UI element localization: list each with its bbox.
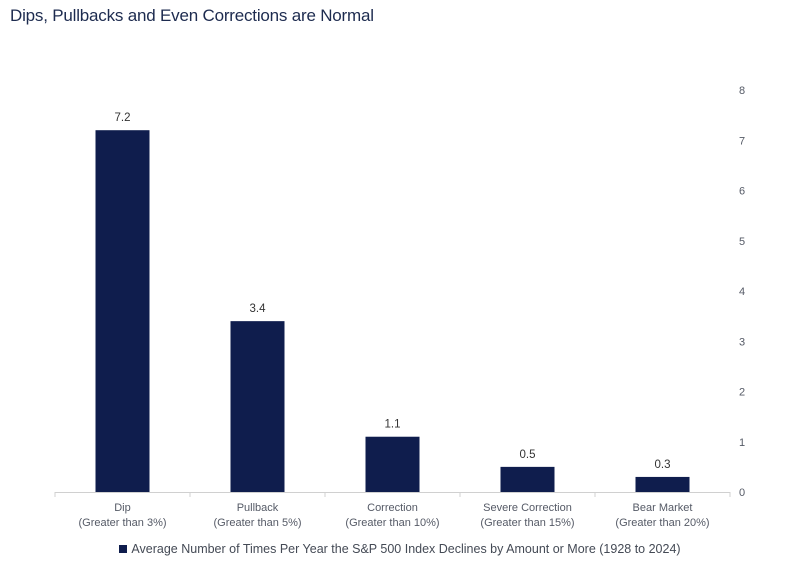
y-tick-label: 1: [739, 437, 745, 449]
y-tick-label: 8: [739, 85, 745, 97]
data-label: 0.5: [520, 449, 536, 461]
y-tick-label: 7: [739, 135, 745, 147]
y-tick-label: 3: [739, 336, 745, 348]
x-tick-label: Correction: [367, 502, 418, 514]
data-label: 0.3: [655, 459, 671, 471]
y-tick-label: 6: [739, 186, 745, 198]
x-tick-label: Pullback: [237, 502, 279, 514]
x-tick-label: (Greater than 5%): [213, 517, 301, 529]
chart-title: Dips, Pullbacks and Even Corrections are…: [10, 6, 374, 25]
bar: [95, 130, 150, 492]
legend-label: Average Number of Times Per Year the S&P…: [131, 542, 681, 556]
data-label: 7.2: [115, 112, 131, 124]
bar: [365, 436, 420, 492]
x-tick-label: Bear Market: [633, 502, 693, 514]
x-tick-label: Dip: [114, 502, 131, 514]
y-tick-label: 2: [739, 387, 745, 399]
y-tick-label: 0: [739, 487, 745, 499]
y-tick-label: 4: [739, 286, 745, 298]
bar: [635, 476, 690, 492]
x-tick-label: Severe Correction: [483, 502, 572, 514]
x-tick-label: (Greater than 3%): [78, 517, 166, 529]
legend: Average Number of Times Per Year the S&P…: [0, 542, 800, 556]
x-tick-label: (Greater than 15%): [480, 517, 574, 529]
bar: [230, 321, 285, 492]
y-tick-label: 5: [739, 236, 745, 248]
x-tick-label: (Greater than 20%): [615, 517, 709, 529]
bar-chart: 0 1 2 3 4 5 6 7 8 7.2 Dip (Greater than 3%) 3.4 Pullb…: [54, 85, 745, 529]
legend-swatch: [119, 545, 128, 553]
x-tick-label: (Greater than 10%): [345, 517, 439, 529]
data-label: 1.1: [385, 419, 401, 431]
data-label: 3.4: [250, 303, 267, 315]
bar: [500, 466, 555, 492]
